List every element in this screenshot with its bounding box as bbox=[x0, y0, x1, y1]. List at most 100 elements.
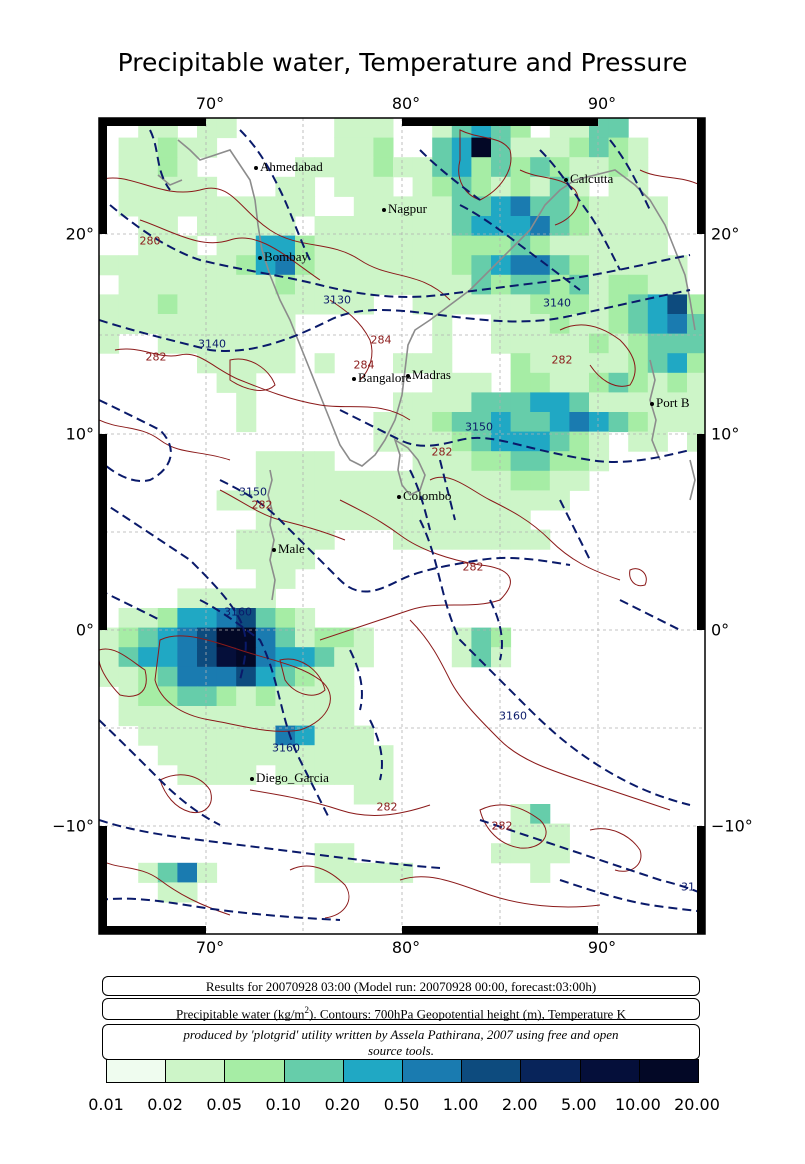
precip-cell bbox=[216, 118, 237, 139]
precip-cell bbox=[99, 666, 120, 687]
temperature-contour-label: 282 bbox=[251, 498, 273, 512]
precip-cell bbox=[334, 470, 355, 491]
precip-cell bbox=[197, 137, 218, 158]
precip-cell bbox=[275, 176, 296, 197]
pressure-contour-label: 3160 bbox=[499, 709, 527, 723]
precip-cell bbox=[647, 274, 668, 295]
precip-cell bbox=[373, 412, 394, 433]
precip-cell bbox=[510, 470, 531, 491]
city-name: Port B bbox=[656, 395, 690, 410]
precip-cell bbox=[295, 764, 316, 785]
precip-cell bbox=[569, 333, 590, 354]
precip-cell bbox=[589, 196, 610, 217]
precip-cell bbox=[314, 647, 335, 668]
precip-cell bbox=[353, 157, 374, 178]
legend-tick-label: 10.00 bbox=[614, 1095, 661, 1114]
precip-cell bbox=[118, 647, 139, 668]
precip-cell bbox=[353, 235, 374, 256]
precip-cell bbox=[471, 372, 492, 393]
lat-label-left: −10° bbox=[52, 816, 94, 836]
precip-cell bbox=[510, 451, 531, 472]
precip-cell bbox=[275, 235, 296, 256]
precip-cell bbox=[451, 216, 472, 237]
precip-cell bbox=[216, 647, 237, 668]
precip-cell bbox=[118, 314, 139, 335]
precip-cell bbox=[530, 353, 551, 374]
precip-cell bbox=[197, 216, 218, 237]
precip-cell bbox=[236, 706, 257, 727]
precip-cell bbox=[569, 353, 590, 374]
precip-cell bbox=[216, 666, 237, 687]
precip-cell bbox=[471, 470, 492, 491]
precip-cell bbox=[177, 196, 198, 217]
pressure-contour-label: 3130 bbox=[323, 293, 351, 307]
precip-cell bbox=[236, 412, 257, 433]
precip-cell bbox=[569, 176, 590, 197]
precip-cell bbox=[353, 784, 374, 805]
city-name: Calcutta bbox=[570, 171, 614, 186]
precip-cell bbox=[608, 412, 629, 433]
precip-cell bbox=[314, 706, 335, 727]
precip-cell bbox=[491, 274, 512, 295]
precip-cell bbox=[412, 176, 433, 197]
precip-cell bbox=[334, 176, 355, 197]
precip-cell bbox=[216, 353, 237, 374]
precip-cell bbox=[275, 706, 296, 727]
precip-cell bbox=[334, 647, 355, 668]
precip-cell bbox=[608, 196, 629, 217]
precip-cell bbox=[295, 470, 316, 491]
precip-cell bbox=[451, 255, 472, 276]
precip-cell bbox=[197, 706, 218, 727]
precip-cell bbox=[491, 314, 512, 335]
precip-cell bbox=[236, 666, 257, 687]
precip-cell bbox=[255, 627, 276, 648]
precip-cell bbox=[628, 314, 649, 335]
legend-tick-label: 0.20 bbox=[324, 1095, 361, 1114]
precip-cell bbox=[157, 333, 178, 354]
precip-cell bbox=[628, 216, 649, 237]
precip-cell bbox=[216, 235, 237, 256]
precip-cell bbox=[334, 118, 355, 139]
precip-cell bbox=[353, 470, 374, 491]
precip-cell bbox=[549, 137, 570, 158]
precip-cell bbox=[491, 529, 512, 550]
city-dot-icon bbox=[272, 548, 276, 553]
precip-cell bbox=[353, 118, 374, 139]
legend-tick-label: 1.00 bbox=[442, 1095, 479, 1114]
precip-cell bbox=[334, 686, 355, 707]
precip-cell bbox=[412, 157, 433, 178]
precip-cell bbox=[628, 176, 649, 197]
precip-cell bbox=[471, 392, 492, 413]
precip-cell bbox=[393, 274, 414, 295]
precip-cell bbox=[334, 725, 355, 746]
lon-label-top: 80° bbox=[391, 94, 421, 113]
precip-cell bbox=[647, 196, 668, 217]
units-exponent: 2 bbox=[304, 1005, 310, 1015]
precip-cell bbox=[314, 490, 335, 511]
pressure-contour-label: 3140 bbox=[543, 296, 571, 310]
precip-cell bbox=[314, 510, 335, 531]
precip-cell bbox=[236, 588, 257, 609]
lon-label-top: 90° bbox=[587, 94, 617, 113]
precip-cell bbox=[255, 608, 276, 629]
precip-cell bbox=[275, 608, 296, 629]
precip-cell bbox=[530, 862, 551, 883]
precip-cell bbox=[432, 353, 453, 374]
precip-cell bbox=[197, 686, 218, 707]
units-text-pre: Precipitable water (kg/m bbox=[176, 1006, 305, 1022]
temperature-contour-label: 284 bbox=[353, 358, 375, 372]
precip-cell bbox=[471, 294, 492, 315]
city-marker: Colombo bbox=[397, 488, 451, 504]
precip-cell bbox=[589, 353, 610, 374]
precip-cell bbox=[549, 412, 570, 433]
precip-cell bbox=[177, 588, 198, 609]
precip-cell bbox=[295, 157, 316, 178]
city-dot-icon bbox=[352, 377, 356, 382]
precip-cell bbox=[589, 431, 610, 452]
lon-label-top: 70° bbox=[195, 94, 225, 113]
precip-cell bbox=[197, 745, 218, 766]
lat-label-left: 20° bbox=[65, 224, 94, 244]
precip-cell bbox=[412, 235, 433, 256]
city-name: Colombo bbox=[403, 488, 452, 503]
units-text-post: ). Contours: 700hPa Geopotential height … bbox=[309, 1006, 626, 1022]
